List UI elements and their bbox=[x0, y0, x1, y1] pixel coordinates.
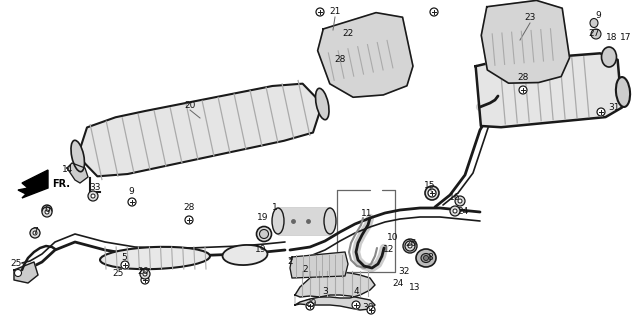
Text: 6: 6 bbox=[44, 205, 50, 214]
Circle shape bbox=[121, 261, 129, 269]
Ellipse shape bbox=[590, 19, 598, 28]
Ellipse shape bbox=[428, 189, 436, 197]
Polygon shape bbox=[67, 163, 88, 183]
Text: 31: 31 bbox=[608, 103, 620, 113]
Text: 4: 4 bbox=[353, 287, 359, 297]
Circle shape bbox=[450, 206, 460, 216]
Circle shape bbox=[597, 108, 605, 116]
Text: 19: 19 bbox=[255, 245, 267, 254]
Text: 21: 21 bbox=[329, 7, 341, 17]
Text: 2: 2 bbox=[302, 266, 308, 275]
Circle shape bbox=[30, 228, 40, 238]
Circle shape bbox=[91, 194, 95, 198]
Circle shape bbox=[428, 189, 436, 197]
Text: 15: 15 bbox=[424, 180, 435, 189]
Circle shape bbox=[455, 196, 465, 206]
Text: 22: 22 bbox=[343, 29, 354, 38]
Ellipse shape bbox=[423, 255, 428, 260]
Circle shape bbox=[140, 269, 150, 279]
Text: 16: 16 bbox=[449, 194, 461, 203]
Polygon shape bbox=[476, 53, 622, 127]
Text: 33: 33 bbox=[89, 183, 100, 193]
Circle shape bbox=[408, 244, 412, 248]
Ellipse shape bbox=[257, 227, 272, 242]
Ellipse shape bbox=[421, 253, 431, 262]
Ellipse shape bbox=[324, 208, 336, 234]
Text: 29: 29 bbox=[305, 300, 317, 308]
Ellipse shape bbox=[30, 228, 39, 237]
Text: FR.: FR. bbox=[52, 179, 70, 189]
Polygon shape bbox=[290, 252, 348, 278]
Circle shape bbox=[405, 241, 415, 251]
Circle shape bbox=[141, 276, 149, 284]
Ellipse shape bbox=[315, 88, 329, 120]
Text: 8: 8 bbox=[427, 252, 433, 261]
Ellipse shape bbox=[616, 77, 630, 107]
Circle shape bbox=[185, 216, 193, 224]
Polygon shape bbox=[18, 170, 48, 198]
Text: 28: 28 bbox=[518, 74, 529, 83]
Ellipse shape bbox=[222, 245, 267, 265]
Polygon shape bbox=[318, 12, 413, 97]
Text: 20: 20 bbox=[185, 100, 196, 109]
Circle shape bbox=[316, 8, 324, 16]
Circle shape bbox=[88, 191, 98, 201]
Text: 25: 25 bbox=[112, 268, 124, 277]
Text: 9: 9 bbox=[128, 188, 134, 196]
Polygon shape bbox=[278, 208, 330, 234]
Ellipse shape bbox=[591, 29, 601, 39]
Ellipse shape bbox=[602, 47, 616, 67]
Ellipse shape bbox=[100, 247, 210, 269]
Ellipse shape bbox=[15, 269, 21, 276]
Text: 26: 26 bbox=[405, 239, 416, 249]
Text: 28: 28 bbox=[334, 55, 346, 65]
Circle shape bbox=[128, 198, 136, 206]
Text: 25: 25 bbox=[10, 259, 21, 268]
Text: 11: 11 bbox=[362, 209, 373, 218]
Circle shape bbox=[519, 86, 527, 94]
Ellipse shape bbox=[71, 140, 85, 172]
Text: 2: 2 bbox=[287, 257, 293, 266]
Circle shape bbox=[430, 8, 438, 16]
Text: 26: 26 bbox=[137, 268, 149, 276]
Circle shape bbox=[352, 301, 360, 309]
Polygon shape bbox=[295, 272, 375, 310]
Circle shape bbox=[453, 209, 457, 213]
Circle shape bbox=[367, 306, 375, 314]
Ellipse shape bbox=[272, 208, 284, 234]
Ellipse shape bbox=[403, 239, 417, 253]
Text: 24: 24 bbox=[458, 206, 468, 215]
Text: 30: 30 bbox=[362, 303, 374, 313]
Circle shape bbox=[33, 231, 37, 235]
Polygon shape bbox=[14, 262, 38, 283]
Polygon shape bbox=[78, 84, 322, 176]
Text: 27: 27 bbox=[588, 28, 600, 37]
Text: 10: 10 bbox=[387, 234, 399, 243]
Text: 3: 3 bbox=[322, 287, 328, 297]
Circle shape bbox=[306, 302, 314, 310]
Text: 9: 9 bbox=[595, 11, 601, 20]
Circle shape bbox=[42, 207, 52, 217]
Text: 1: 1 bbox=[272, 203, 278, 212]
Circle shape bbox=[143, 272, 147, 276]
Text: 12: 12 bbox=[384, 245, 395, 254]
Ellipse shape bbox=[425, 186, 439, 200]
Ellipse shape bbox=[260, 229, 269, 238]
Text: 14: 14 bbox=[63, 165, 74, 174]
Ellipse shape bbox=[416, 249, 436, 267]
Text: 18: 18 bbox=[606, 34, 617, 43]
Circle shape bbox=[458, 199, 462, 203]
Text: 13: 13 bbox=[410, 284, 421, 292]
Text: 23: 23 bbox=[525, 13, 536, 22]
Text: 24: 24 bbox=[392, 278, 404, 287]
Ellipse shape bbox=[42, 205, 52, 215]
Text: 7: 7 bbox=[32, 228, 38, 236]
Circle shape bbox=[45, 210, 49, 214]
Text: 32: 32 bbox=[398, 268, 410, 276]
Polygon shape bbox=[482, 0, 569, 83]
Text: 17: 17 bbox=[620, 34, 632, 43]
Text: 5: 5 bbox=[121, 253, 127, 262]
Text: 19: 19 bbox=[257, 213, 269, 222]
Text: 28: 28 bbox=[183, 204, 195, 212]
